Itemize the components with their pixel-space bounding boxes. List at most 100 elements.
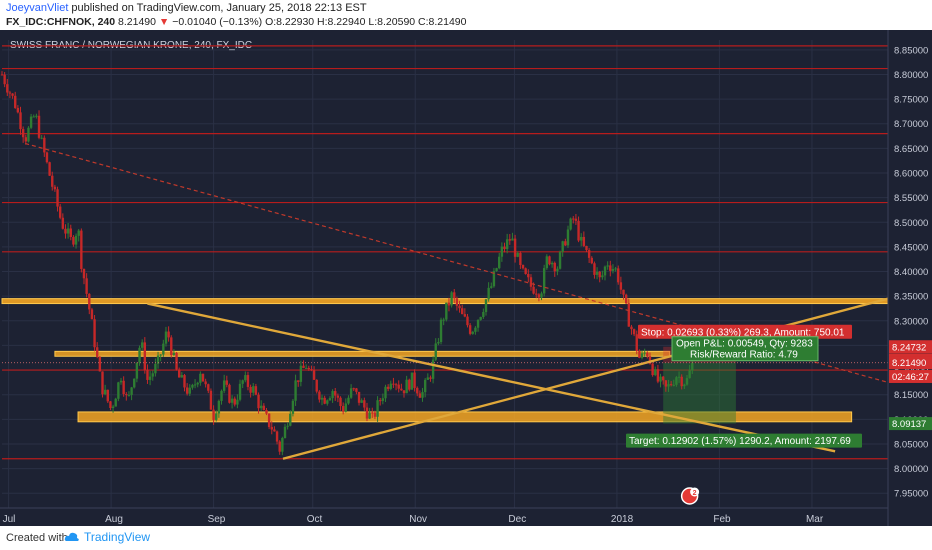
pnl-label-box: [671, 336, 819, 362]
candle-body: [82, 268, 86, 279]
symbol-line: FX_IDC:CHFNOK, 240 8.21490 ▼ −0.01040 (−…: [6, 16, 467, 28]
y-tick-label: 8.15000: [894, 390, 928, 401]
candle-body: [648, 356, 652, 364]
y-tick-label: 8.50000: [894, 218, 928, 229]
y-tick-label: 8.35000: [894, 292, 928, 303]
candle-body: [659, 376, 662, 382]
candle-body: [416, 387, 419, 394]
candle-body: [527, 274, 530, 278]
candle-body: [402, 390, 406, 394]
candle-body: [680, 376, 683, 387]
candle-body: [331, 391, 334, 399]
candle-body: [252, 386, 255, 393]
candle-body: [513, 238, 517, 257]
candle-body: [56, 189, 59, 207]
y-tick-label: 8.65000: [894, 144, 928, 155]
candle-body: [389, 383, 392, 389]
candle-body: [341, 406, 345, 412]
candle-body: [640, 353, 644, 358]
candle-body: [442, 319, 445, 321]
candle-body: [29, 116, 33, 128]
event-count: 2: [693, 490, 697, 497]
candle-body: [484, 299, 488, 313]
candle-body: [101, 371, 104, 395]
candle-body: [85, 278, 88, 294]
target-label-box: [626, 433, 862, 448]
candle-body: [302, 365, 305, 369]
candle-body: [199, 373, 202, 383]
candle-body: [275, 431, 279, 442]
candle-body: [244, 375, 247, 381]
candle-body: [183, 375, 186, 388]
candle-body: [418, 393, 422, 398]
candle-body: [8, 92, 12, 94]
ohlc-values: O:8.22930 H:8.22940 L:8.20590 C:8.21490: [265, 16, 467, 28]
candle-body: [635, 334, 638, 352]
candle-body: [315, 379, 318, 392]
candle-body: [339, 397, 342, 407]
candle-body: [241, 380, 244, 384]
candle-body: [611, 269, 615, 271]
candle-body: [3, 74, 6, 85]
candle-body: [215, 413, 218, 420]
candle-body: [413, 372, 416, 388]
candle-body: [77, 230, 80, 236]
candles: [0, 71, 694, 456]
candle-body: [601, 275, 604, 278]
candle-body: [439, 319, 443, 343]
candle-body: [548, 256, 551, 265]
candle-body: [0, 74, 4, 76]
candle-body: [632, 329, 636, 335]
dashed-trendline: [24, 142, 889, 383]
candle-body: [40, 137, 43, 139]
candle-body: [45, 152, 49, 163]
candle-body: [447, 302, 451, 306]
candle-body: [304, 367, 308, 369]
author-link[interactable]: JoeyvanVliet: [6, 2, 69, 14]
candle-body: [521, 265, 525, 269]
candle-body: [151, 373, 154, 377]
candle-body: [289, 413, 292, 426]
chart-area[interactable]: SWISS FRANC / NORWEGIAN KRONE, 240, FX_I…: [0, 30, 932, 526]
candle-body: [498, 256, 501, 269]
candle-body: [384, 386, 387, 399]
candle-body: [603, 266, 607, 276]
y-tick-label: 8.85000: [894, 45, 928, 56]
candle-body: [566, 229, 570, 246]
price-tag-label: 8.09137: [892, 419, 926, 430]
price-chart[interactable]: SWISS FRANC / NORWEGIAN KRONE, 240, FX_I…: [0, 30, 932, 526]
candle-body: [458, 305, 461, 309]
candle-body: [574, 218, 578, 221]
candle-body: [368, 412, 371, 419]
x-tick-label: Dec: [508, 514, 526, 525]
candle-body: [669, 384, 673, 386]
candle-body: [122, 380, 125, 395]
x-tick-label: 2018: [611, 514, 634, 525]
candle-body: [492, 271, 496, 287]
candle-body: [685, 378, 689, 385]
candle-body: [582, 236, 586, 246]
candle-body: [106, 389, 109, 402]
candle-body: [209, 390, 213, 410]
candle-body: [283, 426, 287, 439]
candle-body: [373, 412, 377, 417]
candle-body: [445, 302, 448, 320]
candle-body: [207, 384, 210, 391]
candle-body: [352, 388, 355, 390]
candle-body: [624, 294, 628, 304]
candle-body: [627, 303, 631, 327]
price-change: −0.01040 (−0.13%): [172, 16, 263, 28]
candle-body: [397, 384, 400, 389]
candle-body: [64, 228, 67, 234]
candle-body: [460, 308, 464, 315]
candle-body: [519, 252, 522, 266]
candle-body: [355, 388, 358, 392]
candle-body: [434, 343, 437, 360]
candle-body: [11, 93, 14, 96]
candle-body: [228, 384, 231, 403]
candle-body: [196, 382, 199, 385]
tradingview-brand[interactable]: TradingView: [64, 530, 150, 544]
candle-body: [93, 319, 96, 348]
pnl-label: Open P&L: 0.00549, Qty: 9283: [676, 339, 813, 350]
candle-body: [550, 262, 554, 265]
